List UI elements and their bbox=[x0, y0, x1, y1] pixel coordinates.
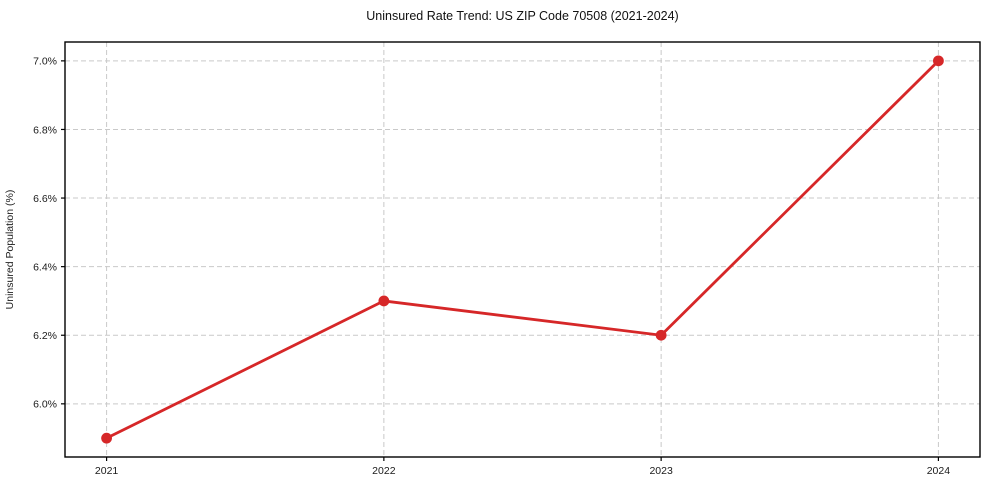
y-tick-label: 6.0% bbox=[33, 399, 57, 411]
axes-layer: 6.0% 6.2% 6.4% 6.6% 6.8% 7.0% 2021 2022 2023 2024 bbox=[33, 41, 981, 477]
chart-title: Uninsured Rate Trend: US ZIP Code 70508 … bbox=[366, 9, 678, 23]
y-tick-label: 6.6% bbox=[33, 193, 57, 205]
y-tick-label: 6.2% bbox=[33, 330, 57, 342]
plot-border bbox=[64, 41, 981, 458]
data-point-marker bbox=[101, 432, 112, 444]
grid-layer bbox=[65, 42, 980, 457]
y-tick-label: 6.8% bbox=[33, 124, 57, 136]
x-tick-label: 2024 bbox=[927, 465, 951, 477]
data-point-marker bbox=[933, 55, 944, 67]
data-series-layer bbox=[101, 55, 944, 444]
trend-line bbox=[105, 59, 940, 440]
x-tick-label: 2022 bbox=[372, 465, 396, 477]
x-tick-label: 2021 bbox=[95, 465, 119, 477]
y-tick-label: 7.0% bbox=[33, 56, 57, 68]
y-tick-label: 6.4% bbox=[33, 261, 57, 273]
data-point-marker bbox=[378, 295, 390, 307]
x-tick-label: 2023 bbox=[649, 465, 673, 477]
data-point-marker bbox=[655, 329, 667, 341]
y-axis-label: Uninsured Population (%) bbox=[4, 190, 16, 310]
